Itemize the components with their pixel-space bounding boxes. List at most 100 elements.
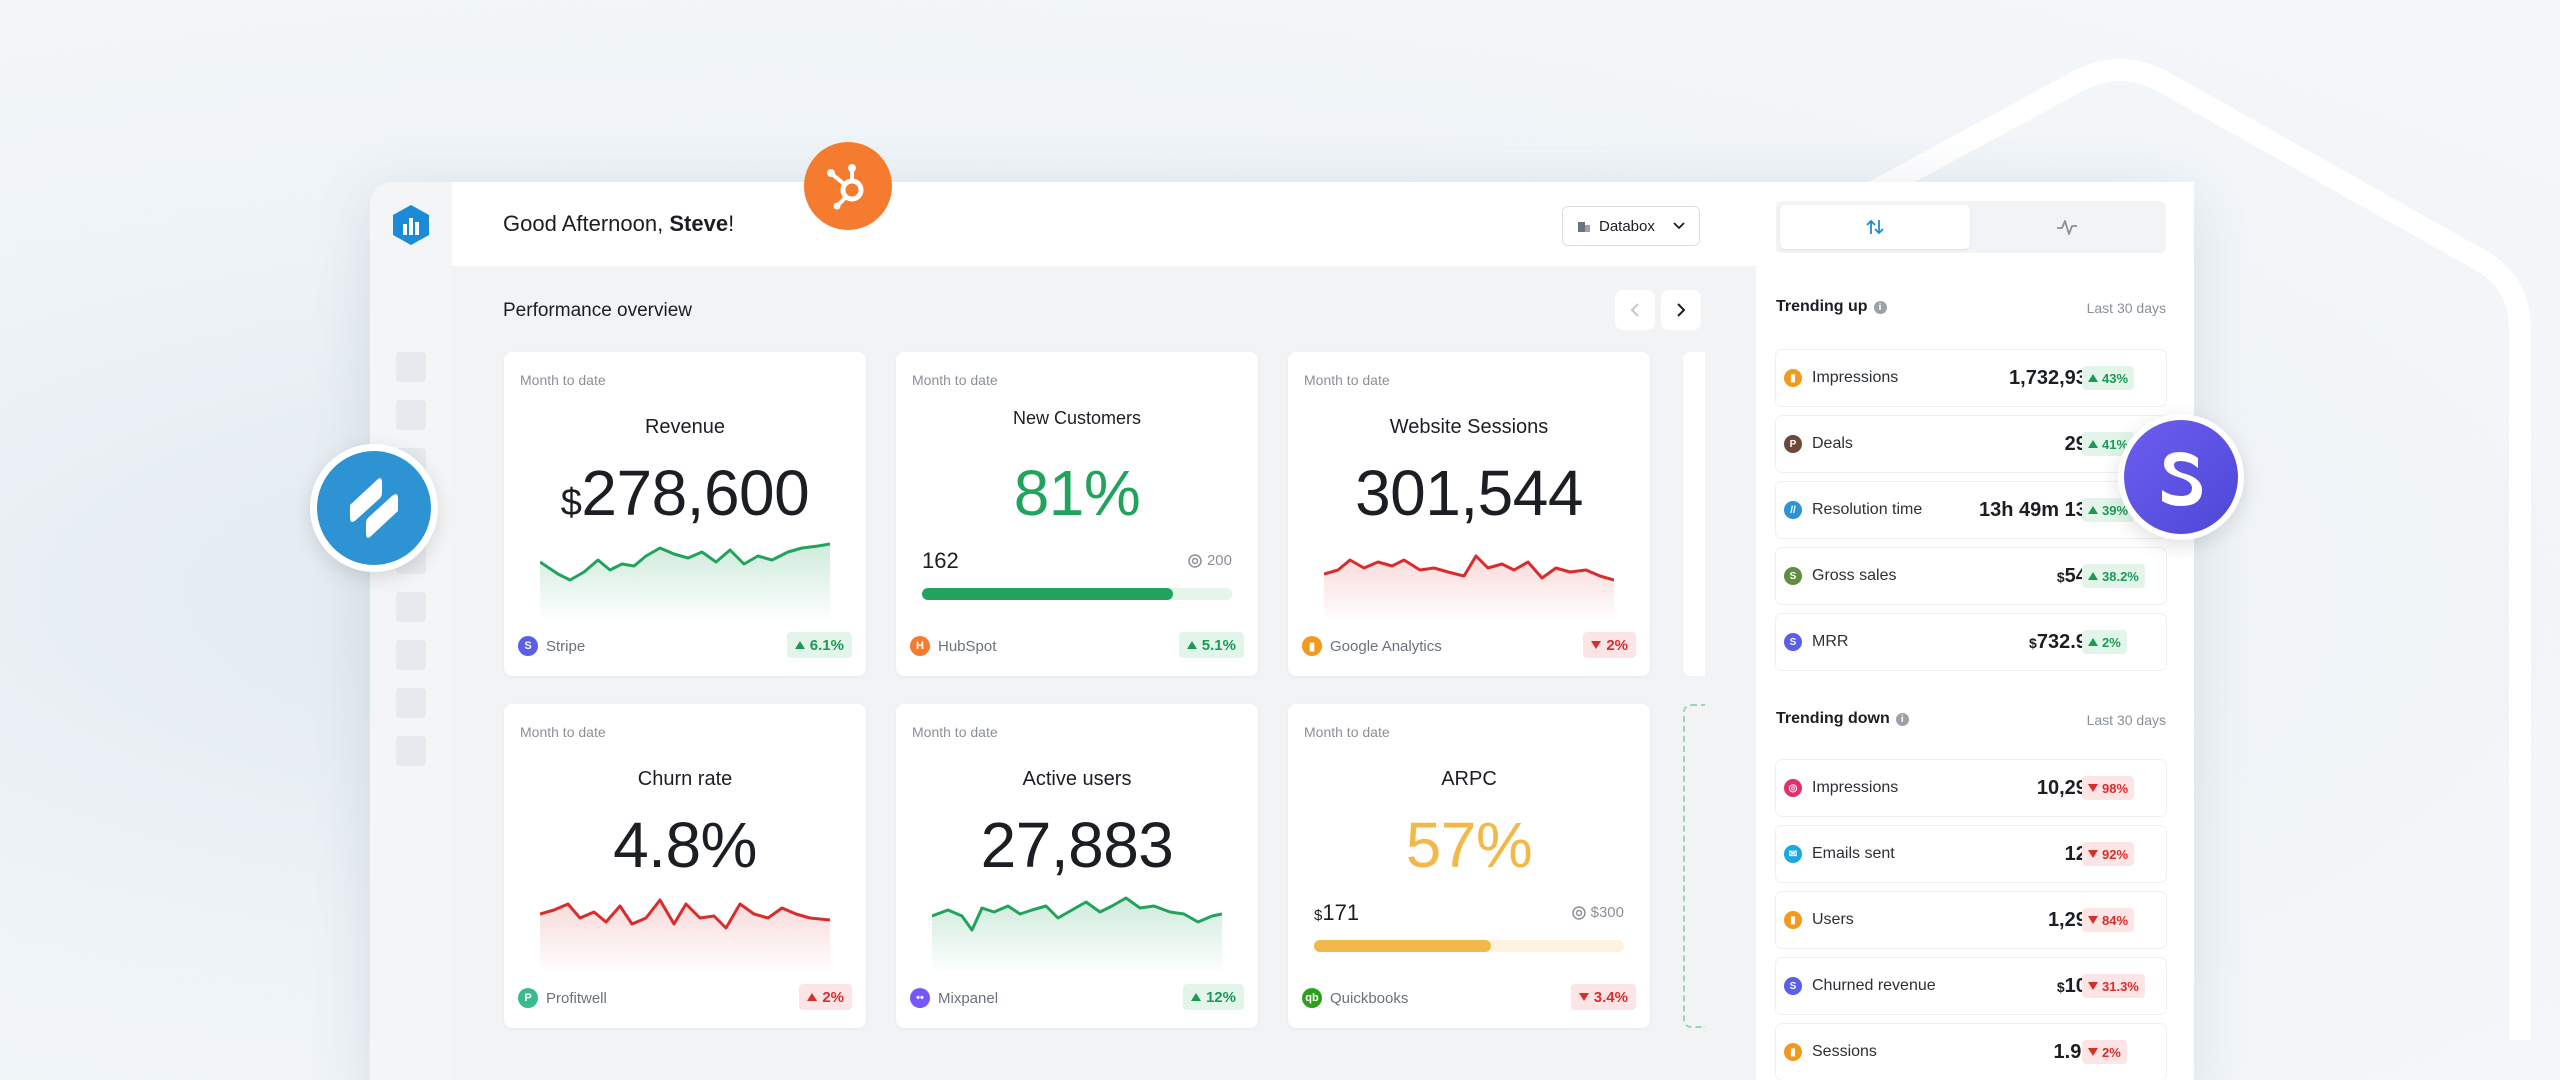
goal-current: 162: [922, 548, 959, 573]
next-button[interactable]: [1661, 290, 1701, 330]
rail-nav-item[interactable]: [396, 688, 426, 718]
metric-card-new-customers[interactable]: Month to date New Customers 81% 162 200 …: [896, 352, 1258, 676]
pipedrive-icon: P: [1784, 435, 1802, 453]
trend-badge: 2%: [2082, 1040, 2127, 1064]
activity-pulse-icon: [2057, 220, 2077, 235]
sort-arrows-icon: [1866, 219, 1884, 235]
trend-row[interactable]: P Deals 292 41%: [1776, 416, 2166, 472]
churn-sparkline: [540, 898, 830, 974]
trend-row[interactable]: S Churned revenue $100 31.3%: [1776, 958, 2166, 1014]
trend-down-icon: [2088, 916, 2098, 924]
card-source: P Profitwell: [518, 988, 607, 1008]
helpscout-logo-icon: [317, 451, 431, 565]
google-analytics-icon: ▮: [1302, 636, 1322, 656]
chevron-down-icon: [1673, 222, 1685, 230]
side-panel-tabs: [1776, 201, 2166, 253]
card-period: Month to date: [912, 372, 998, 388]
goal-current: $171: [1314, 900, 1359, 926]
trend-down-icon: [2088, 982, 2098, 990]
goal-target-value: $300: [1590, 904, 1624, 921]
profitwell-icon: P: [518, 988, 538, 1008]
card-source: •• Mixpanel: [910, 988, 998, 1008]
trend-row[interactable]: ◎ Impressions 10,292 98%: [1776, 760, 2166, 816]
source-name: Mixpanel: [938, 989, 999, 1007]
metric-card-revenue[interactable]: Month to date Revenue $278,600 S Stripe 6…: [504, 352, 866, 676]
google-analytics-icon: ▮: [1784, 911, 1802, 929]
metric-card-active-users[interactable]: Month to date Active users 27,883 •• Mixp…: [896, 704, 1258, 1028]
trending-down-label: Trending down: [1776, 710, 1890, 727]
trend-change: 41%: [2102, 436, 2129, 452]
campaign-monitor-icon: ✉: [1784, 845, 1802, 863]
stripe-icon: S: [1784, 977, 1802, 995]
change-value: 5.1%: [1201, 636, 1236, 654]
trend-row[interactable]: ▮ Sessions 1.9M 2%: [1776, 1024, 2166, 1080]
add-card-placeholder[interactable]: [1683, 704, 1705, 1028]
currency-symbol: $: [560, 482, 582, 524]
trend-row[interactable]: ✉ Emails sent 129 92%: [1776, 826, 2166, 882]
tab-activity[interactable]: [1972, 205, 2162, 249]
trend-badge: 98%: [2082, 776, 2135, 800]
trend-down-icon: [1591, 641, 1602, 649]
workspace-dropdown[interactable]: Databox: [1562, 206, 1700, 246]
trend-name: Impressions: [1812, 779, 1899, 796]
target-icon: [1571, 905, 1586, 920]
metric-card-churn-rate[interactable]: Month to date Churn rate 4.8% P Profitwel…: [504, 704, 866, 1028]
trend-name: Gross sales: [1812, 567, 1897, 584]
user-name: Steve: [669, 211, 729, 236]
metric-card-website-sessions[interactable]: Month to date Website Sessions 301,544 ▮…: [1288, 352, 1650, 676]
trend-up-icon: [807, 993, 818, 1001]
goal-currency: $: [1314, 907, 1323, 924]
info-icon[interactable]: i: [1873, 300, 1887, 314]
databox-logo-icon[interactable]: [392, 204, 430, 246]
card-period: Month to date: [912, 724, 998, 740]
metric-card-arpc[interactable]: Month to date ARPC 57% $171 $300 qb Quick…: [1288, 704, 1650, 1028]
tab-trending[interactable]: [1780, 205, 1970, 249]
trending-down-header: Trending down i Last 30 days: [1776, 710, 2166, 732]
rail-nav-item[interactable]: [396, 352, 426, 382]
trend-down-icon: [1578, 993, 1589, 1001]
next-card-peek: [1683, 352, 1705, 676]
trend-row[interactable]: ▮ Users 1,292 84%: [1776, 892, 2166, 948]
helpscout-slashes-icon: [350, 478, 398, 538]
rail-nav-item[interactable]: [396, 640, 426, 670]
trend-up-icon: [1186, 641, 1197, 649]
card-value: 4.8%: [613, 809, 757, 881]
trend-row[interactable]: S Gross sales $544 38.2%: [1776, 548, 2166, 604]
card-period: Month to date: [520, 372, 606, 388]
trending-up-label: Trending up: [1776, 298, 1868, 315]
trend-row[interactable]: S MRR $732.9k 2%: [1776, 614, 2166, 670]
rail-nav-item[interactable]: [396, 736, 426, 766]
side-panel: Trending up i Last 30 days ▮ Impressions …: [1756, 182, 2194, 1080]
trend-name: Churned revenue: [1812, 977, 1936, 994]
source-name: HubSpot: [938, 637, 997, 655]
trend-change: 31.3%: [2102, 978, 2139, 994]
card-value: 27,883: [980, 809, 1174, 881]
building-icon: [1578, 222, 1590, 232]
info-icon[interactable]: i: [1895, 712, 1909, 726]
change-badge: 5.1%: [1178, 632, 1244, 658]
instagram-icon: ◎: [1784, 779, 1802, 797]
trend-badge: 38.2%: [2082, 564, 2145, 588]
rail-nav-item[interactable]: [396, 592, 426, 622]
chevron-left-icon: [1630, 303, 1639, 317]
hubspot-icon: H: [910, 636, 930, 656]
left-navigation-rail: [370, 182, 452, 1080]
trend-name: Resolution time: [1812, 501, 1923, 518]
card-period: Month to date: [520, 724, 606, 740]
trending-up-range: Last 30 days: [2086, 300, 2166, 316]
stripe-icon: S: [1784, 633, 1802, 651]
trend-name: Emails sent: [1812, 845, 1895, 862]
previous-button[interactable]: [1615, 290, 1655, 330]
value-number: 278,600: [581, 457, 810, 529]
card-period: Month to date: [1304, 724, 1390, 740]
trend-row[interactable]: // Resolution time 13h 49m 13s 39%: [1776, 482, 2166, 538]
card-title: Churn rate: [637, 768, 733, 790]
trend-change: 92%: [2102, 846, 2129, 862]
goal-target: $300: [1571, 904, 1624, 921]
change-value: 3.4%: [1593, 988, 1628, 1006]
source-name: Stripe: [546, 637, 586, 655]
hubspot-logo-icon: [804, 142, 892, 230]
trend-row[interactable]: ▮ Impressions 1,732,939 43%: [1776, 350, 2166, 406]
greeting-prefix: Good Afternoon,: [503, 211, 670, 236]
rail-nav-item[interactable]: [396, 400, 426, 430]
